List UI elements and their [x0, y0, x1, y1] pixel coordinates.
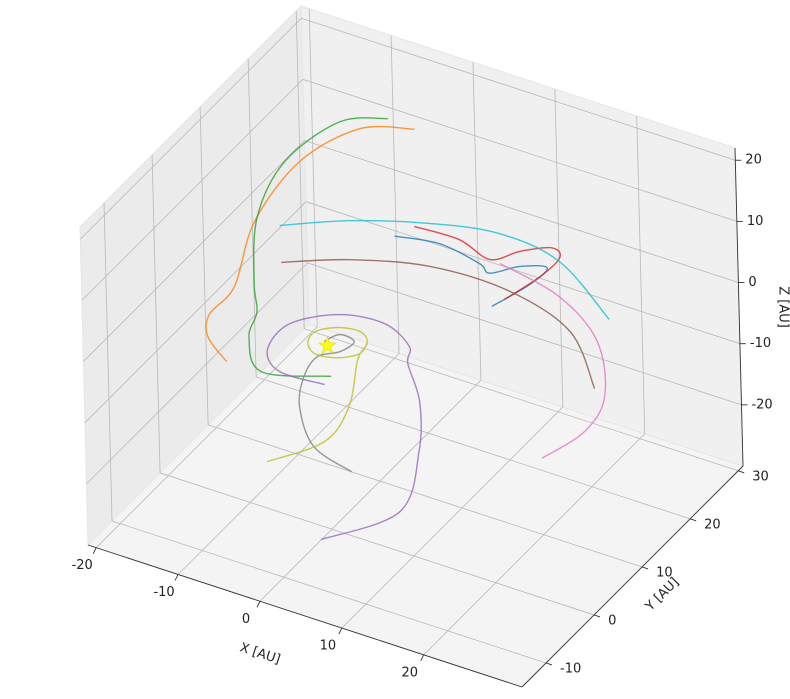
grid-line: [103, 202, 113, 521]
x-tick: [420, 654, 425, 662]
grid-line: [111, 520, 547, 664]
star-marker: [318, 335, 337, 354]
z-tick-label: -20: [751, 397, 772, 412]
x-tick: [92, 547, 97, 554]
trajectory: [499, 262, 607, 459]
grid-line: [259, 379, 482, 602]
grid-line: [472, 62, 482, 381]
grid-line: [86, 262, 308, 485]
grid-line: [247, 58, 257, 377]
x-tick-label: 10: [320, 639, 337, 654]
grid-line: [304, 140, 739, 283]
y-tick-label: 20: [704, 517, 721, 532]
y-tick-label: 10: [656, 565, 673, 580]
y-tick: [690, 518, 697, 522]
grid-line: [83, 140, 305, 362]
grid-line: [199, 106, 209, 425]
trajectory: [279, 219, 610, 320]
grid-line: [308, 8, 318, 327]
z-tick-label: -10: [750, 336, 771, 351]
grid-line: [256, 376, 691, 520]
grid-line: [307, 262, 742, 406]
x-tick: [256, 601, 261, 608]
y-tick-label: -10: [560, 661, 581, 676]
grid-line: [305, 201, 741, 345]
y-tick: [545, 662, 553, 666]
y-axis-line: [521, 465, 744, 688]
trajectory: [205, 125, 415, 363]
x-tick-label: 20: [401, 665, 418, 680]
grid-line: [295, 10, 305, 329]
x-tick-label: -20: [72, 558, 93, 573]
y-tick-label: 0: [608, 613, 616, 628]
trajectory: [298, 333, 355, 473]
grid-line: [95, 326, 318, 548]
y-tick-label: 30: [752, 469, 769, 484]
grid-line: [177, 353, 400, 575]
z-axis-line: [734, 147, 744, 467]
trajectory: [248, 117, 388, 377]
plot-area: [79, 4, 748, 688]
x-tick-label: -10: [153, 585, 174, 600]
trajectory: [266, 326, 369, 463]
grid-line: [423, 433, 646, 656]
trajectory: [266, 313, 422, 541]
grid-line: [302, 79, 737, 222]
grid-line: [81, 79, 304, 301]
y-tick: [641, 566, 649, 570]
z-tick-label: 10: [747, 214, 764, 229]
z-axis-label: Z [AU]: [776, 286, 790, 328]
y-tick: [593, 614, 601, 618]
trajectory: [413, 225, 561, 300]
grid-line: [304, 328, 739, 472]
grid-line: [151, 154, 161, 473]
x-tick: [174, 574, 179, 581]
grid-line: [341, 406, 564, 629]
y-tick: [738, 470, 745, 474]
x-tick-label: 0: [242, 612, 250, 627]
grid-line: [80, 17, 302, 240]
x-tick: [338, 627, 343, 635]
x-axis-line: [87, 544, 523, 688]
z-tick-label: 20: [745, 153, 762, 168]
y-axis-label: Y [AU]: [642, 575, 682, 615]
grid-line: [159, 472, 595, 616]
grid-line: [84, 201, 307, 423]
grid-line: [636, 115, 646, 434]
grid-line: [301, 17, 736, 161]
trajectory: [281, 258, 596, 389]
grid-line: [554, 89, 564, 408]
z-tick-label: 0: [748, 275, 756, 290]
grid-line: [207, 424, 643, 568]
x-axis-label: X [AU]: [238, 640, 282, 667]
grid-line: [390, 35, 400, 354]
